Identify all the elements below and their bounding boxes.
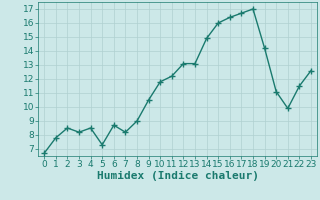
X-axis label: Humidex (Indice chaleur): Humidex (Indice chaleur) [97,171,259,181]
